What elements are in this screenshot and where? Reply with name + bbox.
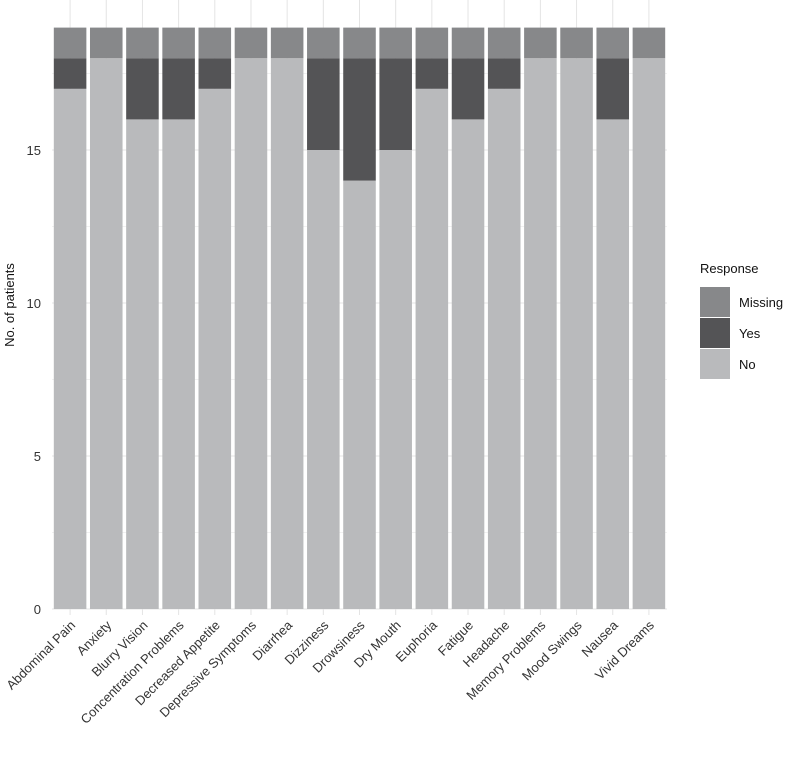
legend-label-no: No (739, 357, 756, 372)
bar-missing-euphoria (415, 27, 449, 59)
bar-missing-fatigue (451, 27, 485, 59)
bar-missing-concentration-problems (162, 27, 195, 59)
bar-missing-dizziness (307, 27, 340, 59)
legend-swatch-yes (700, 318, 730, 348)
bar-yes-dry-mouth (379, 58, 412, 151)
bar-missing-abdominal-pain (53, 27, 87, 59)
bar-yes-headache (487, 58, 521, 89)
legend-swatch-missing (700, 287, 730, 317)
bar-missing-anxiety (89, 27, 123, 59)
bar-no-dizziness (307, 150, 340, 609)
bar-no-blurry-vision (126, 119, 159, 610)
legend-title: Response (700, 261, 759, 276)
bar-no-depressive-symptoms (234, 58, 268, 609)
legend-label-missing: Missing (739, 295, 783, 310)
y-tick-label: 0 (34, 602, 41, 617)
bar-missing-vivid-dreams (632, 27, 666, 59)
bar-missing-dry-mouth (379, 27, 412, 59)
y-axis-title: No. of patients (2, 263, 17, 347)
bar-no-nausea (596, 119, 630, 610)
bar-no-anxiety (89, 58, 123, 609)
y-tick-label: 15 (27, 143, 41, 158)
bar-no-headache (487, 88, 521, 610)
bar-yes-concentration-problems (162, 58, 195, 120)
bar-yes-fatigue (451, 58, 485, 120)
bar-yes-drowsiness (343, 58, 376, 181)
bar-missing-diarrhea (270, 27, 304, 59)
bar-missing-drowsiness (343, 27, 376, 59)
bar-no-vivid-dreams (632, 58, 666, 609)
bar-no-diarrhea (270, 58, 304, 609)
legend-label-yes: Yes (739, 326, 761, 341)
bar-yes-dizziness (307, 58, 340, 151)
bar-no-memory-problems (524, 58, 557, 609)
bar-missing-depressive-symptoms (234, 27, 268, 59)
bar-no-dry-mouth (379, 150, 412, 609)
bars (53, 27, 666, 610)
bar-missing-nausea (596, 27, 630, 59)
bar-no-euphoria (415, 88, 449, 610)
y-axis: 0 5 10 15 (27, 143, 41, 617)
bar-missing-headache (487, 27, 521, 59)
bar-missing-memory-problems (524, 27, 557, 59)
bar-no-drowsiness (343, 180, 376, 609)
bar-missing-mood-swings (560, 27, 593, 59)
bar-no-decreased-appetite (198, 88, 232, 610)
legend-swatch-no (700, 349, 730, 379)
x-tick-label: Abdominal Pain (3, 618, 78, 693)
bar-yes-decreased-appetite (198, 58, 232, 89)
bar-no-mood-swings (560, 58, 593, 609)
y-tick-label: 10 (27, 296, 41, 311)
legend: Response Missing Yes No (700, 261, 783, 379)
bar-no-fatigue (451, 119, 485, 610)
bar-no-concentration-problems (162, 119, 195, 610)
bar-yes-euphoria (415, 58, 449, 89)
bar-missing-decreased-appetite (198, 27, 232, 59)
bar-yes-abdominal-pain (53, 58, 87, 89)
bar-no-abdominal-pain (53, 88, 87, 610)
y-tick-label: 5 (34, 449, 41, 464)
bar-yes-nausea (596, 58, 630, 120)
bar-missing-blurry-vision (126, 27, 159, 59)
bar-yes-blurry-vision (126, 58, 159, 120)
